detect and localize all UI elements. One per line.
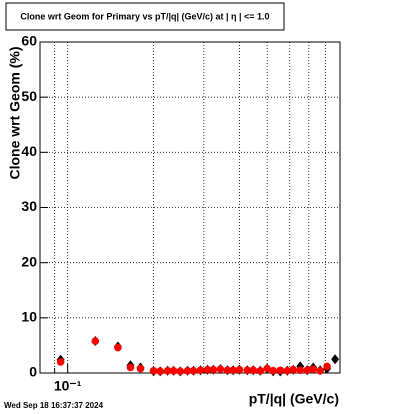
data-point xyxy=(209,365,218,374)
data-point xyxy=(289,365,298,374)
data-point xyxy=(169,366,178,375)
data-point xyxy=(126,363,135,372)
x-tick-label: 10⁻¹ xyxy=(54,378,82,394)
data-point xyxy=(263,364,271,373)
data-point xyxy=(216,365,225,373)
y-tick-label: 50 xyxy=(21,88,37,104)
data-point xyxy=(189,366,198,375)
y-tick-label: 30 xyxy=(21,198,37,214)
timestamp: Wed Sep 18 16:37:37 2024 xyxy=(4,401,104,410)
y-tick-label: 0 xyxy=(29,364,37,380)
y-axis-label: Clone wrt Geom (%) xyxy=(7,46,23,179)
data-point xyxy=(56,358,65,366)
data-point xyxy=(156,367,165,376)
data-point xyxy=(203,365,212,374)
data-point xyxy=(235,365,244,374)
data-point xyxy=(196,366,205,375)
data-point xyxy=(136,364,145,373)
data-point xyxy=(303,366,312,375)
data-point xyxy=(316,366,324,375)
data-point xyxy=(256,366,265,375)
data-point xyxy=(114,343,122,352)
title-box xyxy=(5,2,285,31)
y-tick-label: 20 xyxy=(21,253,37,269)
data-point xyxy=(183,366,192,375)
data-point xyxy=(249,366,258,375)
data-point xyxy=(296,366,305,375)
chart-title: Clone wrt Geom for Primary vs pT/|q| (Ge… xyxy=(20,11,269,21)
data-point xyxy=(163,366,172,375)
data-point xyxy=(331,354,340,365)
y-tick-label: 40 xyxy=(21,143,37,159)
y-tick-label: 60 xyxy=(21,33,37,49)
data-point xyxy=(309,365,317,373)
data-point xyxy=(223,366,232,375)
data-point xyxy=(243,366,252,375)
data-point xyxy=(149,366,158,375)
data-point xyxy=(323,362,331,371)
y-tick-label: 10 xyxy=(21,309,37,325)
data-point xyxy=(276,366,285,375)
data-point xyxy=(176,367,185,376)
data-point xyxy=(283,366,292,375)
data-point xyxy=(91,337,100,345)
x-axis-label: pT/|q| (GeV/c) xyxy=(249,391,339,407)
data-point xyxy=(229,366,237,375)
data-point xyxy=(269,366,277,375)
